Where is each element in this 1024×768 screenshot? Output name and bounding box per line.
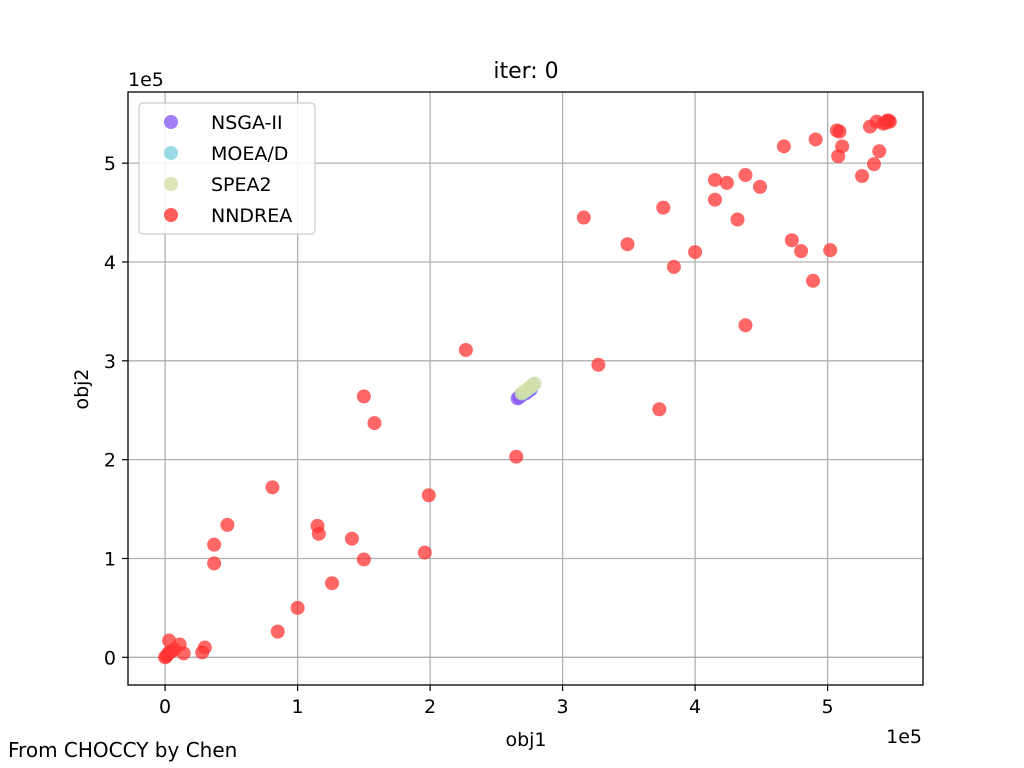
data-point [738, 168, 753, 183]
y-axis-label: obj2 [71, 368, 93, 409]
data-point [311, 526, 326, 541]
data-point [855, 169, 870, 184]
data-point [866, 157, 881, 172]
data-point [576, 210, 591, 225]
y-tick-label: 2 [104, 450, 116, 472]
legend-marker [164, 208, 178, 222]
data-point [270, 624, 285, 639]
data-point [688, 245, 703, 260]
legend-marker [164, 115, 178, 129]
data-point [808, 132, 823, 147]
y-axis-ticks: 0 1 2 3 4 5 [104, 153, 128, 669]
data-point [835, 139, 850, 154]
y-tick-label: 1 [104, 548, 116, 570]
data-point [707, 192, 722, 207]
x-axis-ticks: 0 1 2 3 4 5 [159, 685, 834, 718]
x-multiplier-label: 1e5 [886, 726, 922, 748]
legend-marker [164, 146, 178, 160]
scatter-points [158, 113, 897, 665]
plot-frame [127, 91, 924, 686]
data-point [832, 124, 847, 139]
data-point [207, 556, 222, 571]
data-point [738, 318, 753, 333]
x-tick-label: 0 [159, 696, 171, 718]
legend-box [138, 102, 316, 235]
data-point [325, 576, 340, 591]
legend: NSGA-II MOEA/D SPEA2 NNDREA [138, 102, 316, 235]
data-point [458, 342, 473, 357]
data-point [656, 200, 671, 215]
data-point [220, 517, 235, 532]
data-point [730, 212, 745, 227]
data-point [707, 172, 722, 187]
series-spea2 [514, 376, 542, 401]
data-point [356, 552, 371, 567]
data-point [207, 537, 222, 552]
x-tick-label: 5 [822, 696, 834, 718]
x-axis-label: obj1 [505, 729, 546, 751]
data-point [290, 600, 305, 615]
data-point [591, 357, 606, 372]
series-nndrea [158, 113, 897, 665]
data-point [265, 480, 280, 495]
data-point [872, 144, 887, 159]
credit-text: From CHOCCY by Chen [8, 738, 238, 762]
data-point [666, 259, 681, 274]
x-tick-label: 4 [689, 696, 701, 718]
data-point [823, 243, 838, 258]
data-point [356, 389, 371, 404]
data-point [753, 179, 768, 194]
data-point [784, 233, 799, 248]
data-point [776, 139, 791, 154]
data-point [620, 237, 635, 252]
y-tick-label: 0 [104, 647, 116, 669]
legend-label: NSGA-II [211, 112, 283, 134]
data-point [197, 640, 212, 655]
data-point [527, 376, 542, 391]
data-point [367, 416, 382, 431]
y-multiplier-label: 1e5 [128, 69, 164, 91]
data-point [417, 545, 432, 560]
data-point [882, 114, 897, 129]
data-point [509, 449, 524, 464]
y-tick-label: 5 [104, 153, 116, 175]
x-tick-label: 3 [557, 696, 569, 718]
y-tick-label: 3 [104, 351, 116, 373]
y-tick-label: 4 [104, 252, 116, 274]
legend-label: MOEA/D [211, 143, 288, 165]
data-point [176, 646, 191, 661]
data-point [652, 402, 667, 417]
data-point [719, 175, 734, 190]
x-tick-label: 2 [424, 696, 436, 718]
legend-label: SPEA2 [211, 174, 272, 196]
legend-marker [164, 177, 178, 191]
data-point [421, 488, 436, 503]
data-point [344, 531, 359, 546]
chart-title: iter: 0 [493, 59, 558, 84]
data-point [794, 244, 809, 259]
data-point [806, 273, 821, 288]
x-tick-label: 1 [292, 696, 304, 718]
legend-label: NNDREA [211, 205, 292, 227]
